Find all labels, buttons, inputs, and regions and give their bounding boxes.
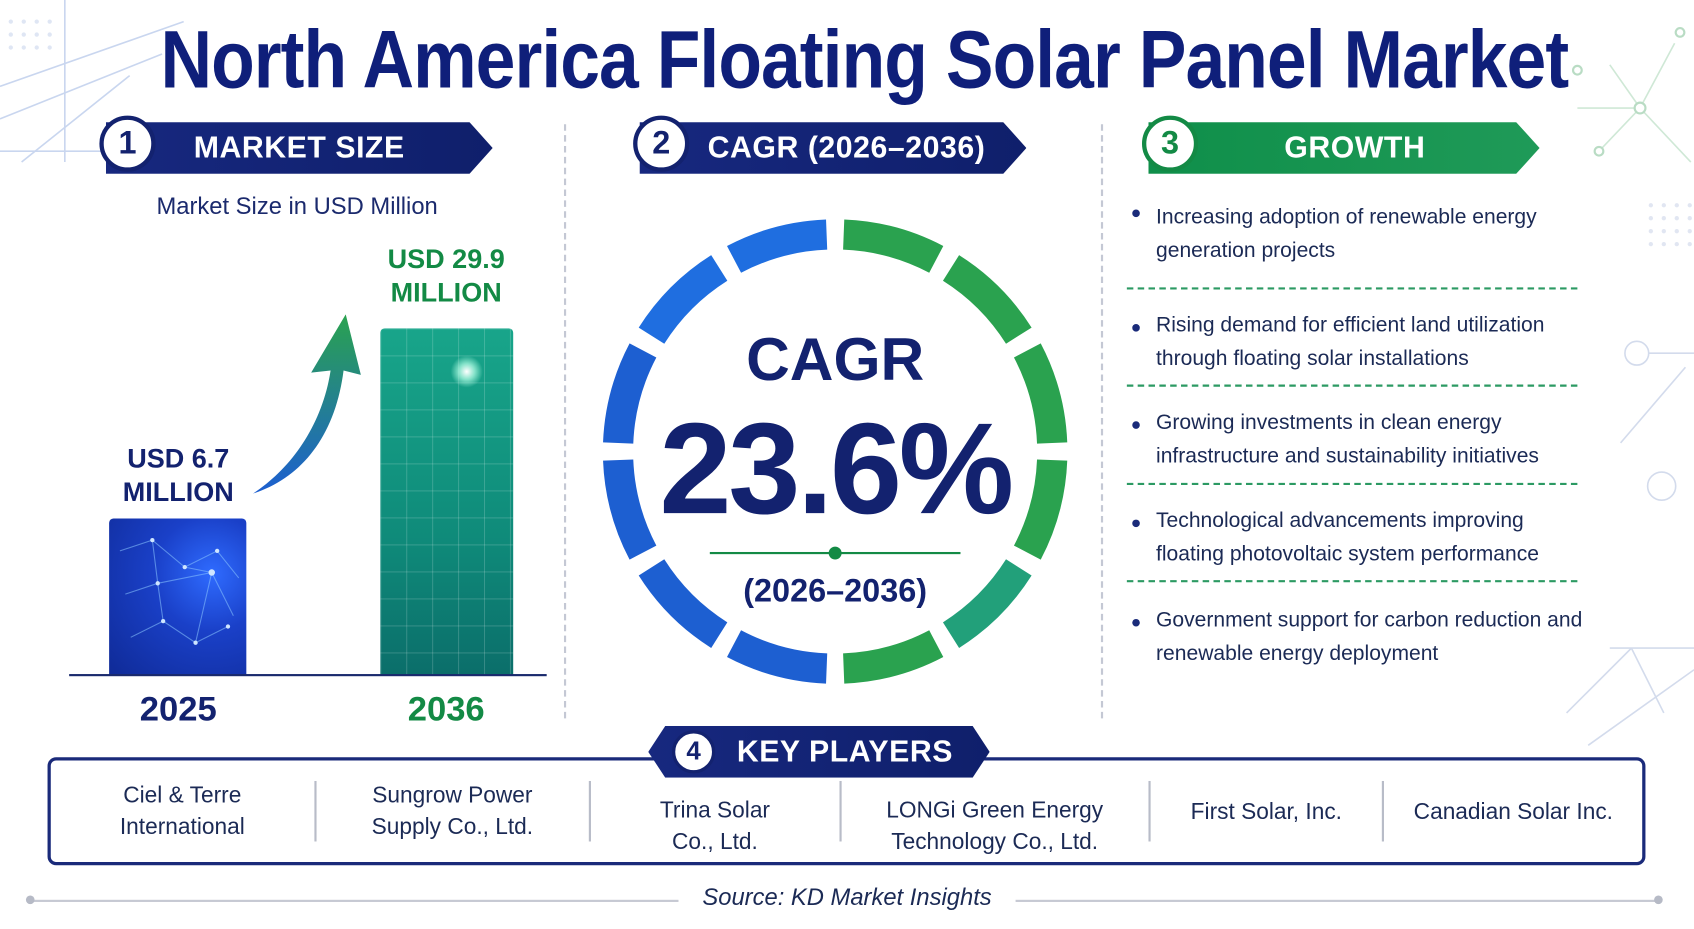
player-item: First Solar, Inc. xyxy=(1150,796,1382,827)
source-line-dot-right xyxy=(1654,895,1663,905)
ring-segment xyxy=(726,219,828,273)
player-item: Ciel & Terre International xyxy=(51,780,314,843)
ring-segment xyxy=(1013,343,1068,444)
section-number-badge: 2 xyxy=(633,115,690,172)
panel-glow xyxy=(450,355,483,388)
decorative-network-right xyxy=(1566,27,1694,746)
section-divider xyxy=(563,124,567,719)
ring-segment xyxy=(726,630,828,684)
driver-item: Increasing adoption of renewable energy … xyxy=(1124,194,1589,276)
cagr-underline-dot xyxy=(828,546,842,560)
driver-separator xyxy=(1126,287,1578,290)
key-players-row: Ciel & Terre International Sungrow Power… xyxy=(51,760,1642,862)
growth-drivers-list: Increasing adoption of renewable energy … xyxy=(1124,194,1589,673)
bar-baseline xyxy=(69,674,547,677)
banner-background xyxy=(105,122,493,174)
cagr-ring xyxy=(603,219,1068,684)
cagr-banner: 2 CAGR (2026–2036) xyxy=(633,115,1027,174)
bar-2025 xyxy=(109,518,247,676)
player-separator xyxy=(313,780,317,842)
driver-item: Technological advancements improving flo… xyxy=(1124,504,1589,573)
player-name-line1: Ciel & Terre xyxy=(123,783,242,808)
player-name-line2: Technology Co., Ltd. xyxy=(891,829,1099,855)
source-caption: Source: KD Market Insights xyxy=(702,883,992,911)
decorative-network-left xyxy=(0,0,184,163)
market-size-subtitle: Market Size in USD Million xyxy=(156,192,438,220)
player-name-line2: Co., Ltd. xyxy=(672,829,758,855)
key-players-box: Ciel & Terre International Sungrow Power… xyxy=(47,757,1646,866)
ring-segment xyxy=(842,219,944,273)
market-size-banner: 1 MARKET SIZE xyxy=(99,115,493,174)
page-title: North America Floating Solar Panel Marke… xyxy=(160,14,1569,106)
ring-segment xyxy=(638,559,728,648)
bar-2036 xyxy=(380,328,514,676)
banner-background xyxy=(639,122,1027,174)
player-name-line1: Sungrow Power xyxy=(372,783,533,808)
section-number-badge: 3 xyxy=(1141,115,1199,172)
year-label-2036: 2036 xyxy=(407,689,485,729)
cagr-value: 23.6% xyxy=(659,396,1014,542)
driver-item: Rising demand for efficient land utiliza… xyxy=(1124,309,1589,378)
cagr-word: CAGR xyxy=(746,325,925,394)
banner-label: CAGR (2026–2036) xyxy=(707,130,986,165)
player-separator xyxy=(588,780,591,842)
growth-arrow-icon xyxy=(252,314,361,494)
key-players-banner: 4 KEY PLAYERS xyxy=(648,725,990,778)
ring-segment xyxy=(842,630,944,684)
ring-segment xyxy=(638,255,728,345)
ring-segment xyxy=(942,559,1032,648)
ring-segment xyxy=(603,343,657,444)
cagr-period: (2026–2036) xyxy=(743,573,928,610)
section-number-badge: 1 xyxy=(99,115,156,172)
section-divider xyxy=(1100,124,1104,719)
ring-segment xyxy=(1013,459,1068,560)
player-name-line1: Trina Solar xyxy=(659,798,771,824)
player-separator xyxy=(1382,780,1385,842)
bar-value-label-2025: USD 6.7 MILLION xyxy=(97,443,259,511)
banner-label: KEY PLAYERS xyxy=(736,734,953,769)
solar-cell-network-pattern xyxy=(119,537,240,645)
player-item: Trina Solar Co., Ltd. xyxy=(591,765,839,858)
player-name-line1: First Solar, Inc. xyxy=(1190,798,1342,824)
source-line-right xyxy=(1015,899,1659,902)
solar-panel-grid xyxy=(380,328,514,676)
player-item: Canadian Solar Inc. xyxy=(1384,796,1642,827)
player-name-line1: LONGi Green Energy xyxy=(886,798,1104,824)
bar-value-line2: MILLION xyxy=(122,477,234,508)
ring-segment xyxy=(603,459,657,560)
driver-separator xyxy=(1126,384,1578,387)
bar-value-line1: USD 6.7 xyxy=(127,443,230,475)
bar-value-line2: MILLION xyxy=(390,277,502,309)
player-separator xyxy=(838,780,842,842)
player-item: Sungrow Power Supply Co., Ltd. xyxy=(316,780,589,843)
year-label-2025: 2025 xyxy=(139,689,217,729)
bar-value-label-2036: USD 29.9 MILLION xyxy=(365,243,527,311)
player-name-line1: Canadian Solar Inc. xyxy=(1413,798,1613,824)
player-item: LONGi Green Energy Technology Co., Ltd. xyxy=(841,765,1148,858)
driver-separator xyxy=(1126,482,1578,486)
source-line-left xyxy=(30,899,679,902)
driver-item: Government support for carbon reduction … xyxy=(1124,604,1589,673)
player-name-line2: International xyxy=(119,814,245,840)
bar-value-line1: USD 29.9 xyxy=(387,244,505,275)
ring-segment xyxy=(942,255,1032,345)
banner-label: GROWTH DRIVERS xyxy=(1284,130,1426,217)
section-number-badge: 4 xyxy=(672,730,716,774)
growth-drivers-banner: 3 GROWTH DRIVERS xyxy=(1141,115,1540,217)
player-name-line2: Supply Co., Ltd. xyxy=(371,814,534,840)
driver-item: Growing investments in clean energy infr… xyxy=(1124,406,1589,475)
banner-label: MARKET SIZE xyxy=(193,130,405,165)
source-line-dot-left xyxy=(25,895,35,905)
player-separator xyxy=(1148,780,1151,842)
driver-separator xyxy=(1126,580,1578,583)
banner-background xyxy=(1148,122,1540,174)
